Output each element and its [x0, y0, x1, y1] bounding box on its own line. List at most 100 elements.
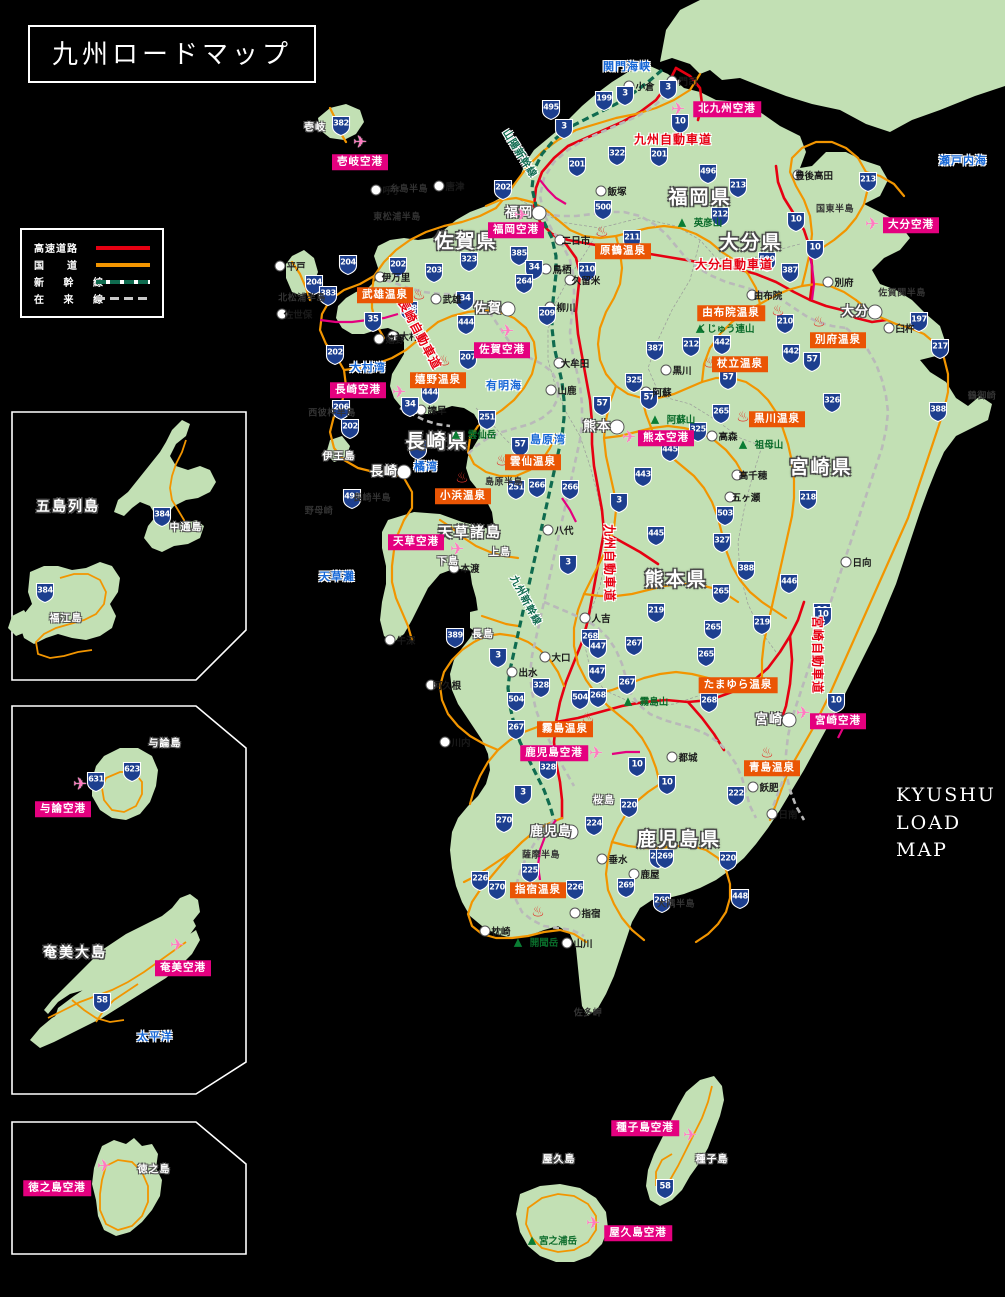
route-shield-442[interactable]: 442: [712, 334, 732, 356]
route-shield-212[interactable]: 212: [681, 336, 701, 358]
route-shield-266[interactable]: 266: [527, 477, 547, 499]
route-shield-251[interactable]: 251: [408, 439, 428, 461]
route-shield-270[interactable]: 270: [487, 879, 507, 901]
route-shield-34[interactable]: 34: [455, 290, 475, 312]
route-shield-202[interactable]: 202: [388, 256, 408, 278]
route-shield-213[interactable]: 213: [728, 177, 748, 199]
airport-chip[interactable]: 鹿児島空港: [520, 745, 588, 761]
route-shield-388[interactable]: 388: [928, 401, 948, 423]
route-shield-443[interactable]: 443: [633, 466, 653, 488]
onsen-chip[interactable]: 黒川温泉: [749, 411, 805, 427]
route-shield-383[interactable]: 383: [318, 285, 338, 307]
route-shield-500[interactable]: 500: [757, 251, 777, 273]
route-shield-35[interactable]: 35: [363, 311, 383, 333]
route-shield-3[interactable]: 3: [558, 554, 578, 576]
airport-chip[interactable]: 福岡空港: [488, 222, 544, 238]
route-shield-213[interactable]: 213: [858, 171, 878, 193]
route-shield-218[interactable]: 218: [798, 489, 818, 511]
route-shield-207[interactable]: 207: [458, 349, 478, 371]
route-shield-3[interactable]: 3: [488, 647, 508, 669]
airport-chip[interactable]: 屋久島空港: [604, 1225, 672, 1241]
route-shield-384[interactable]: 384: [152, 506, 172, 528]
onsen-chip[interactable]: 指宿温泉: [510, 882, 566, 898]
route-shield-267[interactable]: 267: [617, 674, 637, 696]
route-shield-503[interactable]: 503: [715, 505, 735, 527]
airport-chip[interactable]: 大分空港: [883, 217, 939, 233]
route-shield-444[interactable]: 444: [420, 384, 440, 406]
onsen-chip[interactable]: 青島温泉: [744, 760, 800, 776]
route-shield-10[interactable]: 10: [805, 239, 825, 261]
route-shield-197[interactable]: 197: [909, 311, 929, 333]
route-shield-504[interactable]: 504: [570, 689, 590, 711]
route-shield-264[interactable]: 264: [514, 273, 534, 295]
route-shield-447[interactable]: 447: [588, 638, 608, 660]
route-shield-448[interactable]: 448: [730, 888, 750, 910]
onsen-chip[interactable]: 由布院温泉: [697, 305, 765, 321]
route-shield-57[interactable]: 57: [718, 369, 738, 391]
route-shield-496[interactable]: 496: [698, 163, 718, 185]
route-shield-268[interactable]: 268: [699, 692, 719, 714]
onsen-chip[interactable]: 嬉野温泉: [410, 372, 466, 388]
route-shield-326[interactable]: 326: [822, 392, 842, 414]
route-shield-322[interactable]: 322: [607, 145, 627, 167]
airport-chip[interactable]: 宮崎空港: [810, 713, 866, 729]
route-shield-385[interactable]: 385: [509, 245, 529, 267]
route-shield-384[interactable]: 384: [35, 582, 55, 604]
route-shield-3[interactable]: 3: [513, 784, 533, 806]
airport-chip[interactable]: 奄美空港: [155, 960, 211, 976]
route-shield-495[interactable]: 495: [541, 99, 561, 121]
route-shield-388[interactable]: 388: [736, 560, 756, 582]
route-shield-201[interactable]: 201: [567, 156, 587, 178]
route-shield-269[interactable]: 269: [652, 892, 672, 914]
route-shield-3[interactable]: 3: [658, 79, 678, 101]
route-shield-327[interactable]: 327: [712, 532, 732, 554]
route-shield-57[interactable]: 57: [802, 351, 822, 373]
onsen-chip[interactable]: 小浜温泉: [435, 488, 491, 504]
airport-chip[interactable]: 佐賀空港: [474, 342, 530, 358]
route-shield-206[interactable]: 206: [331, 399, 351, 421]
route-shield-204[interactable]: 204: [338, 254, 358, 276]
route-shield-251[interactable]: 251: [506, 479, 526, 501]
airport-chip[interactable]: 長崎空港: [330, 382, 386, 398]
route-shield-266[interactable]: 266: [560, 479, 580, 501]
route-shield-219[interactable]: 219: [752, 614, 772, 636]
route-shield-10[interactable]: 10: [627, 756, 647, 778]
route-shield-220[interactable]: 220: [718, 850, 738, 872]
onsen-chip[interactable]: 別府温泉: [810, 332, 866, 348]
route-shield-3[interactable]: 3: [554, 118, 574, 140]
route-shield-34[interactable]: 34: [400, 396, 420, 418]
airport-chip[interactable]: 徳之島空港: [23, 1180, 91, 1196]
route-shield-445[interactable]: 445: [646, 525, 666, 547]
route-shield-201[interactable]: 201: [649, 146, 669, 168]
route-shield-387[interactable]: 387: [780, 262, 800, 284]
route-shield-382[interactable]: 382: [331, 115, 351, 137]
route-shield-387[interactable]: 387: [645, 340, 665, 362]
route-shield-500[interactable]: 500: [593, 199, 613, 221]
route-shield-498[interactable]: 498: [399, 300, 419, 322]
route-shield-269[interactable]: 269: [655, 848, 675, 870]
route-shield-265[interactable]: 265: [696, 646, 716, 668]
route-shield-251[interactable]: 251: [477, 409, 497, 431]
route-shield-3[interactable]: 3: [615, 85, 635, 107]
route-shield-58[interactable]: 58: [655, 1178, 675, 1200]
route-shield-10[interactable]: 10: [670, 113, 690, 135]
route-shield-447[interactable]: 447: [587, 663, 607, 685]
route-shield-199[interactable]: 199: [594, 90, 614, 112]
route-shield-444[interactable]: 444: [456, 314, 476, 336]
route-shield-209[interactable]: 209: [537, 305, 557, 327]
route-shield-203[interactable]: 203: [424, 262, 444, 284]
route-shield-265[interactable]: 265: [711, 583, 731, 605]
route-shield-3[interactable]: 3: [609, 492, 629, 514]
onsen-chip[interactable]: たまゆら温泉: [698, 677, 778, 693]
route-shield-210[interactable]: 210: [775, 313, 795, 335]
route-shield-10[interactable]: 10: [657, 774, 677, 796]
route-shield-446[interactable]: 446: [779, 573, 799, 595]
route-shield-202[interactable]: 202: [340, 418, 360, 440]
route-shield-631[interactable]: 631: [86, 771, 106, 793]
route-shield-270[interactable]: 270: [494, 812, 514, 834]
onsen-chip[interactable]: 原鶴温泉: [595, 243, 651, 259]
route-shield-267[interactable]: 267: [624, 635, 644, 657]
route-shield-328[interactable]: 328: [538, 759, 558, 781]
airport-chip[interactable]: 天草空港: [388, 534, 444, 550]
onsen-chip[interactable]: 杖立温泉: [712, 356, 768, 372]
